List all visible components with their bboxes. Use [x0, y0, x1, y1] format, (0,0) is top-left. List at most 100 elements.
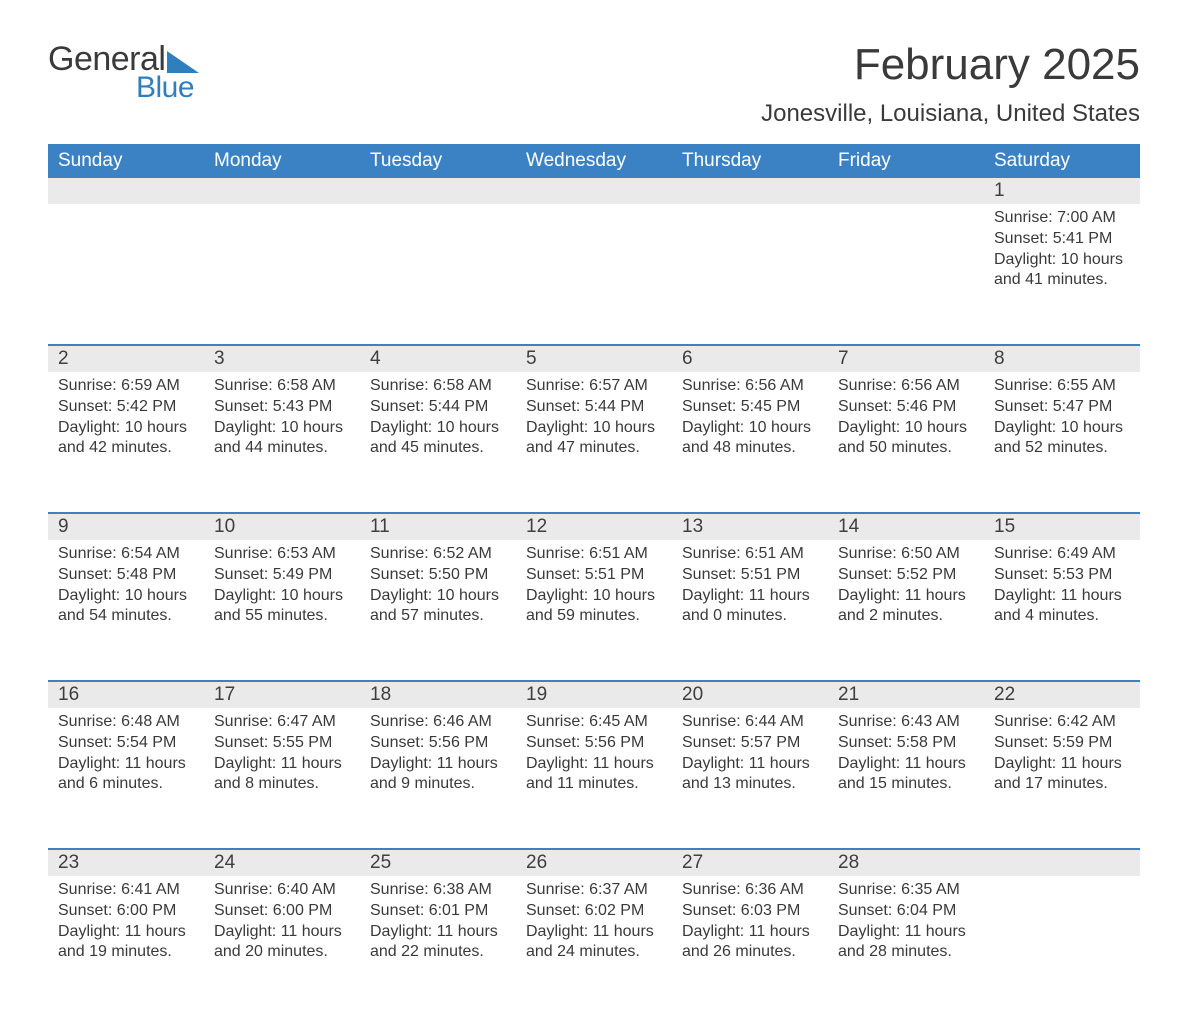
sunset-text: Sunset: 5:56 PM [370, 733, 506, 754]
day-cell: Sunrise: 6:38 AMSunset: 6:01 PMDaylight:… [360, 876, 516, 1016]
daylight-text: Daylight: 11 hours and 13 minutes. [682, 754, 818, 796]
dayheader-monday: Monday [204, 144, 360, 178]
day-cell: Sunrise: 6:46 AMSunset: 5:56 PMDaylight:… [360, 708, 516, 848]
daylight-text: Daylight: 11 hours and 6 minutes. [58, 754, 194, 796]
sunset-text: Sunset: 5:45 PM [682, 397, 818, 418]
daylight-text: Daylight: 11 hours and 20 minutes. [214, 922, 350, 964]
day-number-cell: 24 [204, 850, 360, 876]
sunrise-text: Sunrise: 6:43 AM [838, 712, 974, 733]
daylight-text: Daylight: 11 hours and 24 minutes. [526, 922, 662, 964]
sunset-text: Sunset: 5:51 PM [682, 565, 818, 586]
day-number-cell: 17 [204, 682, 360, 708]
day-content: Sunrise: 6:48 AMSunset: 5:54 PMDaylight:… [48, 708, 204, 795]
daylight-text: Daylight: 10 hours and 57 minutes. [370, 586, 506, 628]
daylight-text: Daylight: 10 hours and 50 minutes. [838, 418, 974, 460]
day-number-cell: 27 [672, 850, 828, 876]
day-cell: Sunrise: 6:44 AMSunset: 5:57 PMDaylight:… [672, 708, 828, 848]
sunrise-text: Sunrise: 6:51 AM [682, 544, 818, 565]
daylight-text: Daylight: 11 hours and 17 minutes. [994, 754, 1130, 796]
day-content: Sunrise: 6:54 AMSunset: 5:48 PMDaylight:… [48, 540, 204, 627]
week-content-row: Sunrise: 7:00 AMSunset: 5:41 PMDaylight:… [48, 204, 1140, 344]
sunrise-text: Sunrise: 6:46 AM [370, 712, 506, 733]
sunset-text: Sunset: 5:48 PM [58, 565, 194, 586]
day-cell: Sunrise: 6:54 AMSunset: 5:48 PMDaylight:… [48, 540, 204, 680]
day-content: Sunrise: 6:45 AMSunset: 5:56 PMDaylight:… [516, 708, 672, 795]
daylight-text: Daylight: 11 hours and 15 minutes. [838, 754, 974, 796]
sunrise-text: Sunrise: 6:54 AM [58, 544, 194, 565]
day-content: Sunrise: 6:35 AMSunset: 6:04 PMDaylight:… [828, 876, 984, 963]
day-number-cell: 28 [828, 850, 984, 876]
daylight-text: Daylight: 11 hours and 22 minutes. [370, 922, 506, 964]
day-number-cell: 25 [360, 850, 516, 876]
day-cell: Sunrise: 6:56 AMSunset: 5:46 PMDaylight:… [828, 372, 984, 512]
sunrise-text: Sunrise: 6:50 AM [838, 544, 974, 565]
sunrise-text: Sunrise: 6:49 AM [994, 544, 1130, 565]
sunrise-text: Sunrise: 6:53 AM [214, 544, 350, 565]
day-content: Sunrise: 6:56 AMSunset: 5:45 PMDaylight:… [672, 372, 828, 459]
day-number-cell: 22 [984, 682, 1140, 708]
day-number-cell: 11 [360, 514, 516, 540]
day-cell: Sunrise: 6:51 AMSunset: 5:51 PMDaylight:… [516, 540, 672, 680]
day-cell: Sunrise: 6:59 AMSunset: 5:42 PMDaylight:… [48, 372, 204, 512]
day-content: Sunrise: 6:52 AMSunset: 5:50 PMDaylight:… [360, 540, 516, 627]
sunset-text: Sunset: 5:56 PM [526, 733, 662, 754]
day-number-cell: 6 [672, 346, 828, 372]
sunset-text: Sunset: 5:59 PM [994, 733, 1130, 754]
daylight-text: Daylight: 11 hours and 19 minutes. [58, 922, 194, 964]
empty-daynum-cell [672, 178, 828, 204]
day-cell: Sunrise: 6:55 AMSunset: 5:47 PMDaylight:… [984, 372, 1140, 512]
day-content: Sunrise: 6:42 AMSunset: 5:59 PMDaylight:… [984, 708, 1140, 795]
sunrise-text: Sunrise: 6:37 AM [526, 880, 662, 901]
daylight-text: Daylight: 10 hours and 42 minutes. [58, 418, 194, 460]
day-cell: Sunrise: 6:45 AMSunset: 5:56 PMDaylight:… [516, 708, 672, 848]
month-title: February 2025 [761, 40, 1140, 90]
week-content-row: Sunrise: 6:59 AMSunset: 5:42 PMDaylight:… [48, 372, 1140, 512]
empty-daynum-cell [48, 178, 204, 204]
day-cell: Sunrise: 6:57 AMSunset: 5:44 PMDaylight:… [516, 372, 672, 512]
empty-daynum-cell [516, 178, 672, 204]
logo: General Blue [48, 40, 228, 105]
sunset-text: Sunset: 5:43 PM [214, 397, 350, 418]
sunset-text: Sunset: 6:03 PM [682, 901, 818, 922]
daylight-text: Daylight: 10 hours and 52 minutes. [994, 418, 1130, 460]
day-number-cell: 10 [204, 514, 360, 540]
day-cell: Sunrise: 6:36 AMSunset: 6:03 PMDaylight:… [672, 876, 828, 1016]
sunset-text: Sunset: 5:46 PM [838, 397, 974, 418]
daylight-text: Daylight: 11 hours and 2 minutes. [838, 586, 974, 628]
dayheader-wednesday: Wednesday [516, 144, 672, 178]
day-cell: Sunrise: 6:51 AMSunset: 5:51 PMDaylight:… [672, 540, 828, 680]
logo-text-blue: Blue [136, 71, 228, 105]
dayheader-thursday: Thursday [672, 144, 828, 178]
day-content: Sunrise: 6:46 AMSunset: 5:56 PMDaylight:… [360, 708, 516, 795]
day-content: Sunrise: 6:56 AMSunset: 5:46 PMDaylight:… [828, 372, 984, 459]
day-content: Sunrise: 6:53 AMSunset: 5:49 PMDaylight:… [204, 540, 360, 627]
sunrise-text: Sunrise: 6:41 AM [58, 880, 194, 901]
daylight-text: Daylight: 11 hours and 8 minutes. [214, 754, 350, 796]
day-cell: Sunrise: 6:50 AMSunset: 5:52 PMDaylight:… [828, 540, 984, 680]
day-number-cell: 12 [516, 514, 672, 540]
sunset-text: Sunset: 6:00 PM [214, 901, 350, 922]
sunrise-text: Sunrise: 6:59 AM [58, 376, 194, 397]
calendar-header-row: Sunday Monday Tuesday Wednesday Thursday… [48, 144, 1140, 178]
day-number-cell: 9 [48, 514, 204, 540]
sunset-text: Sunset: 5:51 PM [526, 565, 662, 586]
day-number-cell: 20 [672, 682, 828, 708]
day-cell: Sunrise: 6:43 AMSunset: 5:58 PMDaylight:… [828, 708, 984, 848]
calendar-table: Sunday Monday Tuesday Wednesday Thursday… [48, 144, 1140, 1016]
sunset-text: Sunset: 5:41 PM [994, 229, 1130, 250]
empty-cell [984, 876, 1140, 1016]
sunset-text: Sunset: 5:50 PM [370, 565, 506, 586]
day-number-cell: 16 [48, 682, 204, 708]
sunrise-text: Sunrise: 7:00 AM [994, 208, 1130, 229]
day-content: Sunrise: 6:58 AMSunset: 5:43 PMDaylight:… [204, 372, 360, 459]
day-cell: Sunrise: 6:53 AMSunset: 5:49 PMDaylight:… [204, 540, 360, 680]
empty-daynum-cell [360, 178, 516, 204]
day-content: Sunrise: 6:44 AMSunset: 5:57 PMDaylight:… [672, 708, 828, 795]
daylight-text: Daylight: 11 hours and 28 minutes. [838, 922, 974, 964]
daylight-text: Daylight: 10 hours and 55 minutes. [214, 586, 350, 628]
daylight-text: Daylight: 11 hours and 9 minutes. [370, 754, 506, 796]
day-number-cell: 26 [516, 850, 672, 876]
sunset-text: Sunset: 6:01 PM [370, 901, 506, 922]
sunset-text: Sunset: 5:54 PM [58, 733, 194, 754]
day-cell: Sunrise: 6:47 AMSunset: 5:55 PMDaylight:… [204, 708, 360, 848]
